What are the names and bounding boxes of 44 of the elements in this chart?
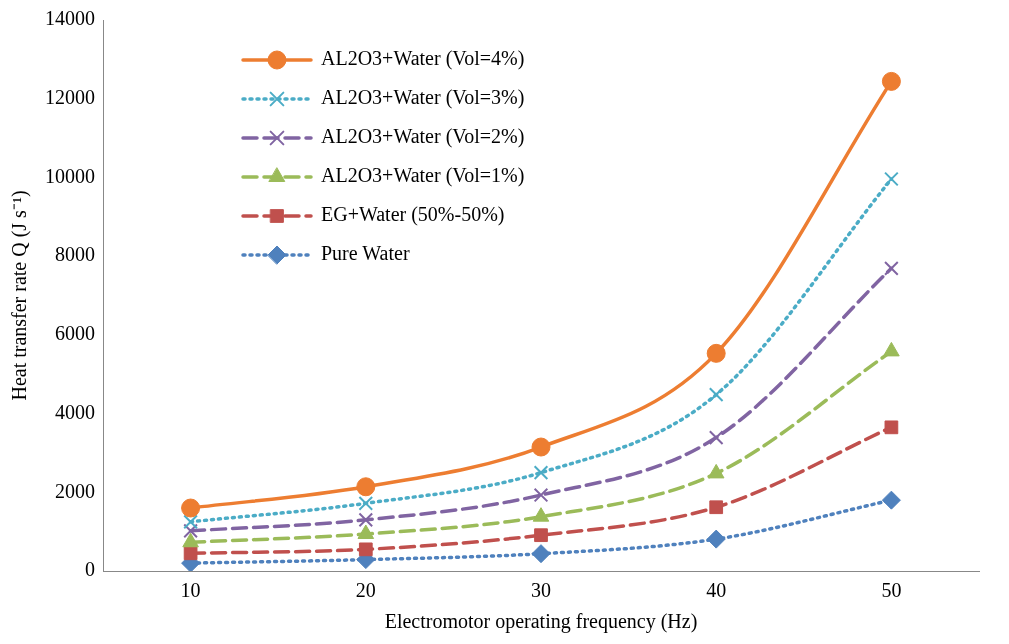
point [533, 465, 549, 480]
y-tick-label: 12000 [45, 85, 95, 108]
point [534, 528, 548, 543]
point [709, 500, 724, 515]
y-tick-label: 0 [85, 558, 95, 581]
point [706, 529, 726, 549]
point [181, 498, 201, 518]
point [884, 171, 899, 187]
legend-label: AL2O3+Water (Vol=2%) [321, 125, 525, 149]
legend-label: AL2O3+Water (Vol=3%) [321, 86, 525, 110]
x-axis-title: Electromotor operating frequency (Hz) [384, 610, 698, 634]
point [708, 387, 724, 403]
y-tick-label: 8000 [55, 243, 95, 266]
y-tick-label: 10000 [45, 164, 95, 187]
point [358, 542, 373, 557]
legend-label: Pure Water [321, 242, 410, 265]
point [533, 487, 549, 503]
x-tick-label: 10 [180, 579, 201, 602]
y-tick-label: 2000 [55, 479, 95, 502]
point [531, 437, 551, 457]
point [358, 495, 374, 511]
x-tick-label: 50 [881, 579, 902, 602]
y-tick-label: 14000 [45, 7, 95, 30]
x-tick-label: 30 [531, 579, 551, 602]
x-tick-label: 40 [706, 579, 727, 602]
point [183, 546, 198, 561]
point [884, 260, 899, 276]
x-tick-label: 20 [355, 579, 376, 602]
y-tick-label: 6000 [55, 322, 95, 345]
point [884, 420, 899, 435]
point [706, 343, 726, 363]
point [183, 514, 198, 530]
y-tick-label: 4000 [55, 400, 95, 423]
point [183, 523, 198, 539]
point [531, 544, 551, 564]
point [708, 430, 724, 445]
point [881, 490, 901, 510]
point [358, 512, 374, 528]
legend-label: AL2O3+Water (Vol=1%) [321, 164, 525, 188]
point [356, 477, 376, 497]
legend-label: EG+Water (50%-50%) [321, 203, 505, 227]
legend-label: AL2O3+Water (Vol=4%) [321, 47, 525, 71]
y-axis-title: Heat transfer rate Q (J s⁻¹) [8, 190, 32, 401]
point [881, 71, 901, 91]
